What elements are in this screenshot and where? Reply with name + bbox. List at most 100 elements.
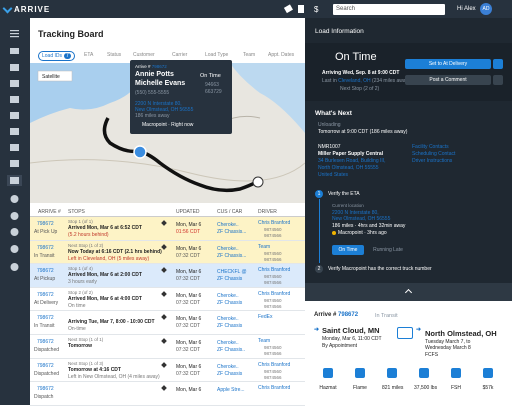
tab[interactable]: Carrier [172, 52, 188, 58]
panel-status: On Time [335, 51, 377, 63]
summary-icon [387, 368, 397, 378]
tab[interactable]: Customer [133, 52, 155, 58]
load-status: In Transit [34, 252, 55, 259]
tab[interactable]: ETA [84, 52, 94, 58]
column-header: CUS / CAR [217, 209, 243, 215]
driver-phone: 9874566 [264, 256, 282, 262]
tab[interactable]: Team [243, 52, 256, 58]
driver: Chris Branford [258, 385, 291, 392]
facility-link[interactable]: Scheduling Contact [412, 151, 456, 157]
table-row[interactable]: 798672 At Pickup Stop 1 (of 4) Arrived Mon,… [30, 264, 305, 288]
popup-phone: (550) 555-5555 [135, 90, 170, 96]
facility-address: 34 Burlesen Road, Building III, [318, 158, 386, 164]
table-row[interactable]: 798672 Dispatched Next Stop (1 of 3) Tomorr… [30, 358, 305, 383]
summary-icon-label: Flame [353, 385, 367, 391]
svg-text:$: $ [314, 5, 319, 14]
activity-time: Tomorrow at 9:00 CDT (186 miles away) [318, 129, 408, 135]
customer: Apple Stre... [217, 387, 245, 394]
customer: Cheroke.. [217, 340, 239, 346]
loc-label: Current location [332, 203, 364, 208]
popup-distance: 186 miles away [135, 113, 170, 119]
tab-count: 7 [64, 53, 71, 59]
route-icon [397, 327, 413, 339]
carrier: ZF Chassis.. [217, 347, 246, 353]
carrier: ZF Chassis [217, 276, 243, 283]
updated-date: Mon, Mar 6 [176, 222, 202, 228]
popup-name: Michelle Evans [135, 80, 186, 87]
row-alert-icon [161, 338, 167, 344]
stop-label: Next Stop (1 of 3) [68, 360, 104, 366]
row-alert-icon [161, 220, 167, 226]
primary-dropdown[interactable] [493, 59, 503, 69]
stop-main: Tomorrow [68, 343, 93, 349]
popup-arrive-id[interactable]: 798672 [151, 64, 167, 69]
summary-icon [483, 368, 493, 378]
driver-phone: 9874560 [264, 345, 282, 350]
avatar[interactable]: AD [480, 3, 492, 15]
table-row[interactable]: 798672 In Transit Arriving Tue, Mar 7, 8:0… [30, 311, 305, 335]
driver-phone: 9874560 [264, 297, 282, 303]
table-row[interactable]: 798672 At Delivery Stop 2 (of 2) Arrived Mo… [30, 287, 305, 312]
updated-time: 07:32 CDT [176, 299, 201, 306]
table-row[interactable]: 798672 Dispatch Mon, Mar 6 Apple Stre... Chr… [30, 382, 305, 406]
origin-time: Monday, Mar 6, 11:00 CDT [322, 336, 382, 342]
collapse-bar[interactable] [305, 283, 512, 301]
search-box[interactable]: Search [333, 4, 445, 15]
driver-phone: 9874566 [264, 303, 282, 309]
facility-address: North Olmstead, OH 55555 [318, 165, 379, 171]
dest: North Olmstead, OH [425, 329, 497, 338]
facility-link[interactable]: Facility Contacts [412, 144, 449, 150]
facility-link[interactable]: Driver Instructions [412, 158, 453, 164]
stop-sub: 3 hours early [68, 279, 97, 286]
load-status: In Transit [34, 323, 55, 330]
arrive-id: 798672 [37, 315, 54, 322]
updated-time: 07:32 CDT [176, 347, 201, 353]
panel-arriving: Arriving Wed, Sep. 8 at 9:00 CDT [322, 70, 400, 76]
secondary-button[interactable]: Post a Comment [405, 75, 491, 85]
secondary-dropdown[interactable] [493, 75, 503, 85]
tab[interactable]: Status [107, 52, 122, 58]
tab[interactable]: Load IDs 7 [38, 51, 75, 61]
driver: Chris Branford [258, 267, 291, 274]
popup-address: New Olmstead, OH 56555 [135, 107, 194, 113]
customer: Cheroke.. [217, 292, 239, 299]
stop-sub: Left in New Olmstead, OH (4 miles away) [68, 373, 160, 380]
tab[interactable]: Load Type [205, 52, 229, 58]
summary-status: In Transit [375, 313, 398, 319]
driver: Chris Branford [258, 220, 291, 226]
driver: Team [258, 243, 271, 250]
summary-icon-label: 821 miles [382, 385, 404, 391]
map-layer-select[interactable]: Satellite [42, 74, 60, 80]
tab[interactable]: Appt. Dates [268, 52, 295, 58]
dest-time: Wednesday March 8 [425, 345, 471, 351]
facility-id: NMR1007 [318, 144, 341, 150]
loc: New Olmstead, OH 56555 [332, 216, 391, 222]
updated-time: 07:32 CDT [176, 370, 201, 377]
load-status: Dispatched [34, 370, 60, 377]
primary-button[interactable]: Set to At Delivery [405, 59, 491, 69]
driver-phone: 9874566 [264, 374, 282, 380]
customer: Cheroke.. [217, 222, 239, 228]
origin-note: By Appointment [322, 343, 358, 349]
last-city[interactable]: Cleveland, OH [338, 78, 371, 84]
table-header [30, 205, 305, 217]
step-number: 1 [315, 190, 323, 198]
load-status: Dispatched [34, 347, 60, 353]
driver-phone: 9874560 [264, 274, 282, 280]
carrier: ZF Chassis [217, 299, 243, 306]
step-title: Verify Macropoint has the correct truck … [328, 266, 432, 272]
table-row[interactable]: 798672 Dispatched Next Stop (1 of 1) Tomorr… [30, 335, 305, 359]
next-stop: Next Stop (2 of 2) [340, 86, 380, 92]
logo: ARRIVE [14, 5, 51, 14]
column-header: ARRIVE # [38, 209, 61, 215]
table-row[interactable]: 798672 In Transit Next Stop (1 of 2) Now To… [30, 240, 305, 265]
arrive-id: 798672 [37, 362, 54, 369]
updated-time: 07:32 CDT [176, 252, 201, 259]
summary-arrive: Arrive # 798672 [314, 312, 358, 318]
running-late-button[interactable]: Running Late [373, 247, 403, 253]
on-time-button[interactable]: On Time [332, 245, 364, 255]
table-row[interactable]: 798672 At Pick Up Stop 1 (of 1) Arrived Mon… [30, 217, 305, 241]
updated-date: Mon, Mar 6 [176, 387, 202, 394]
stop-main: Tomorrow at 4:16 CDT [68, 366, 121, 373]
summary-arrive-id[interactable]: 798672 [338, 312, 359, 318]
